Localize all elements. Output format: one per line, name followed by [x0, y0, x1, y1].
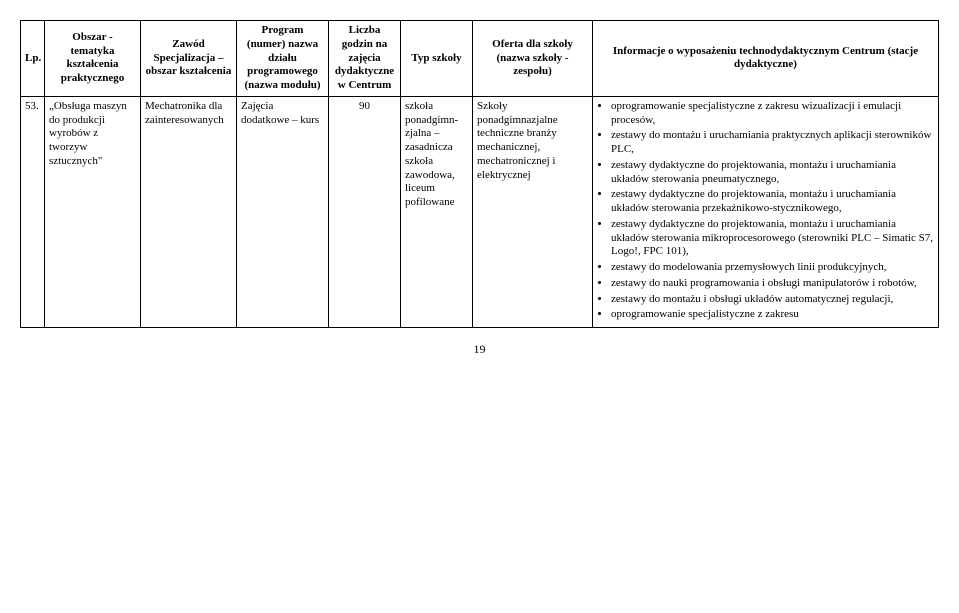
info-list-item: zestawy do modelowania przemysłowych lin…	[611, 261, 934, 275]
header-lp: Lp.	[21, 21, 45, 97]
page-number: 19	[20, 342, 939, 357]
cell-oferta: Szkoły ponadgimnazjalne techniczne branż…	[473, 96, 593, 327]
cell-informacje: oprogramowanie specjalistyczne z zakresu…	[593, 96, 939, 327]
info-list-item: zestawy do montażu i obsługi układów aut…	[611, 293, 934, 307]
info-list-item: zestawy do montażu i uruchamiania prakty…	[611, 129, 934, 157]
info-list-item: oprogramowanie specjalistyczne z zakresu…	[611, 100, 934, 128]
info-list-item: zestawy dydaktyczne do projektowania, mo…	[611, 188, 934, 216]
header-zawod: Zawód Specjalizacja – obszar kształcenia	[141, 21, 237, 97]
cell-liczba: 90	[329, 96, 401, 327]
info-list: oprogramowanie specjalistyczne z zakresu…	[597, 100, 934, 322]
header-informacje: Informacje o wyposażeniu technodydaktycz…	[593, 21, 939, 97]
cell-lp: 53.	[21, 96, 45, 327]
table-header-row: Lp. Obszar - tematyka kształcenia prakty…	[21, 21, 939, 97]
info-list-item: zestawy do nauki programowania i obsługi…	[611, 277, 934, 291]
info-list-item: oprogramowanie specjalistyczne z zakresu	[611, 308, 934, 322]
info-list-item: zestawy dydaktyczne do projektowania, mo…	[611, 159, 934, 187]
cell-zawod: Mechatronika dla zainteresowanych	[141, 96, 237, 327]
table-row: 53. „Obsługa maszyn do produkcji wyrobów…	[21, 96, 939, 327]
cell-typ: szkoła ponadgimn-zjalna – zasadnicza szk…	[401, 96, 473, 327]
header-liczba: Liczba godzin na zajęcia dydaktyczne w C…	[329, 21, 401, 97]
curriculum-table: Lp. Obszar - tematyka kształcenia prakty…	[20, 20, 939, 328]
header-oferta: Oferta dla szkoły (nazwa szkoły - zespoł…	[473, 21, 593, 97]
cell-obszar: „Obsługa maszyn do produkcji wyrobów z t…	[45, 96, 141, 327]
header-program: Program (numer) nazwa działu programoweg…	[237, 21, 329, 97]
info-list-item: zestawy dydaktyczne do projektowania, mo…	[611, 218, 934, 259]
header-obszar: Obszar - tematyka kształcenia praktyczne…	[45, 21, 141, 97]
header-typ: Typ szkoły	[401, 21, 473, 97]
cell-program: Zajęcia dodatkowe – kurs	[237, 96, 329, 327]
